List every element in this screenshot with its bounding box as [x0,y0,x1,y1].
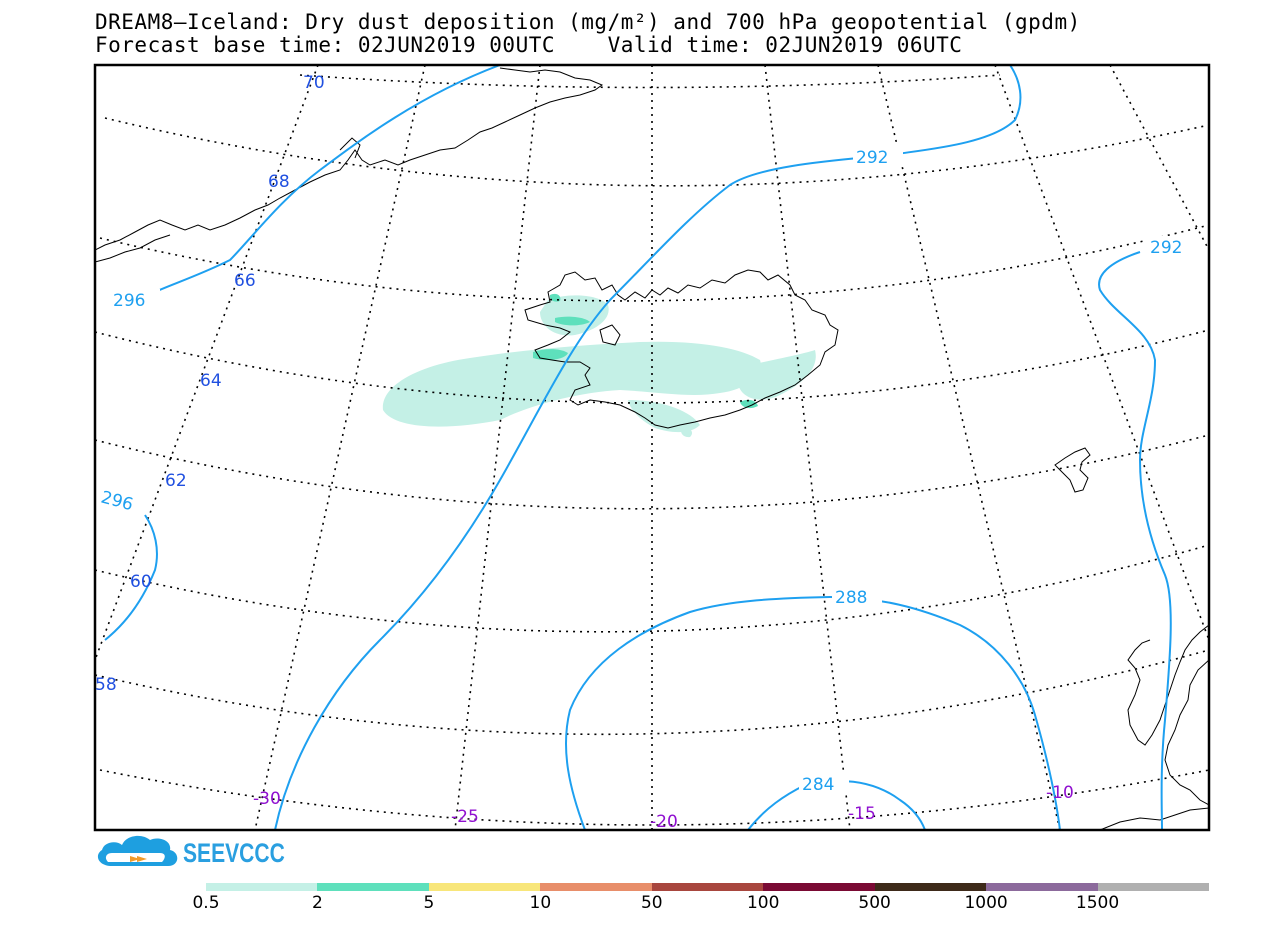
latitude-label: 66 [234,271,256,291]
colorbar-tick-label: 10 [529,893,552,913]
contour-label: 288 [835,588,867,608]
contour-label: 292 [1150,238,1182,258]
colorbar-tick-label: 2 [312,893,323,913]
longitude-label: -20 [650,812,678,832]
brand-name: SEEVCCC [183,838,285,868]
longitude-graticule [95,65,1209,830]
latitude-label: 58 [95,675,117,695]
geopotential-contours [104,65,1172,830]
longitude-label: -15 [848,804,876,824]
colorbar-tick-label: 100 [746,893,780,913]
latitude-label: 70 [303,73,325,93]
contour-label: 284 [802,775,834,795]
chart-title: DREAM8—Iceland: Dry dust deposition (mg/… [95,10,1081,34]
map-background [95,65,1209,830]
colorbar-segment [540,883,653,891]
colorbar-tick-label: 500 [858,893,891,913]
latitude-label: 62 [165,471,187,491]
latitude-label: 60 [130,572,152,592]
colorbar-tick-label: 5 [423,893,435,913]
colorbar-segment [986,883,1099,891]
colorbar-segment [874,883,987,891]
colorbar-segment [763,883,876,891]
contour-label: 296 [113,291,145,311]
latitude-graticule [95,74,1209,826]
colorbar-segment [651,883,764,891]
colorbar-tick-label: 50 [640,893,663,913]
colorbar-segment [206,883,318,891]
dust-deposition-area [382,295,816,438]
dust-deposition-area-2 [533,293,758,409]
cloud-logo-icon [97,835,178,866]
colorbar-tick-label: 1000 [964,893,1008,913]
latitude-label: 64 [200,371,222,391]
colorbar-segment [317,883,430,891]
latitude-label: 68 [268,172,290,192]
longitude-label: -10 [1046,783,1074,803]
contour-label: 292 [856,148,888,168]
colorbar-tick-label: 1500 [1075,893,1120,913]
colorbar-segment [1097,883,1210,891]
coastline [95,67,1209,830]
map-frame [93,63,1211,832]
colorbar-tick-label: 0.5 [192,893,220,913]
colorbar-segment [428,883,541,891]
longitude-label: -25 [451,807,479,827]
chart-subtitle: Forecast base time: 02JUN2019 00UTC Vali… [95,33,963,57]
longitude-label: -30 [253,789,281,809]
